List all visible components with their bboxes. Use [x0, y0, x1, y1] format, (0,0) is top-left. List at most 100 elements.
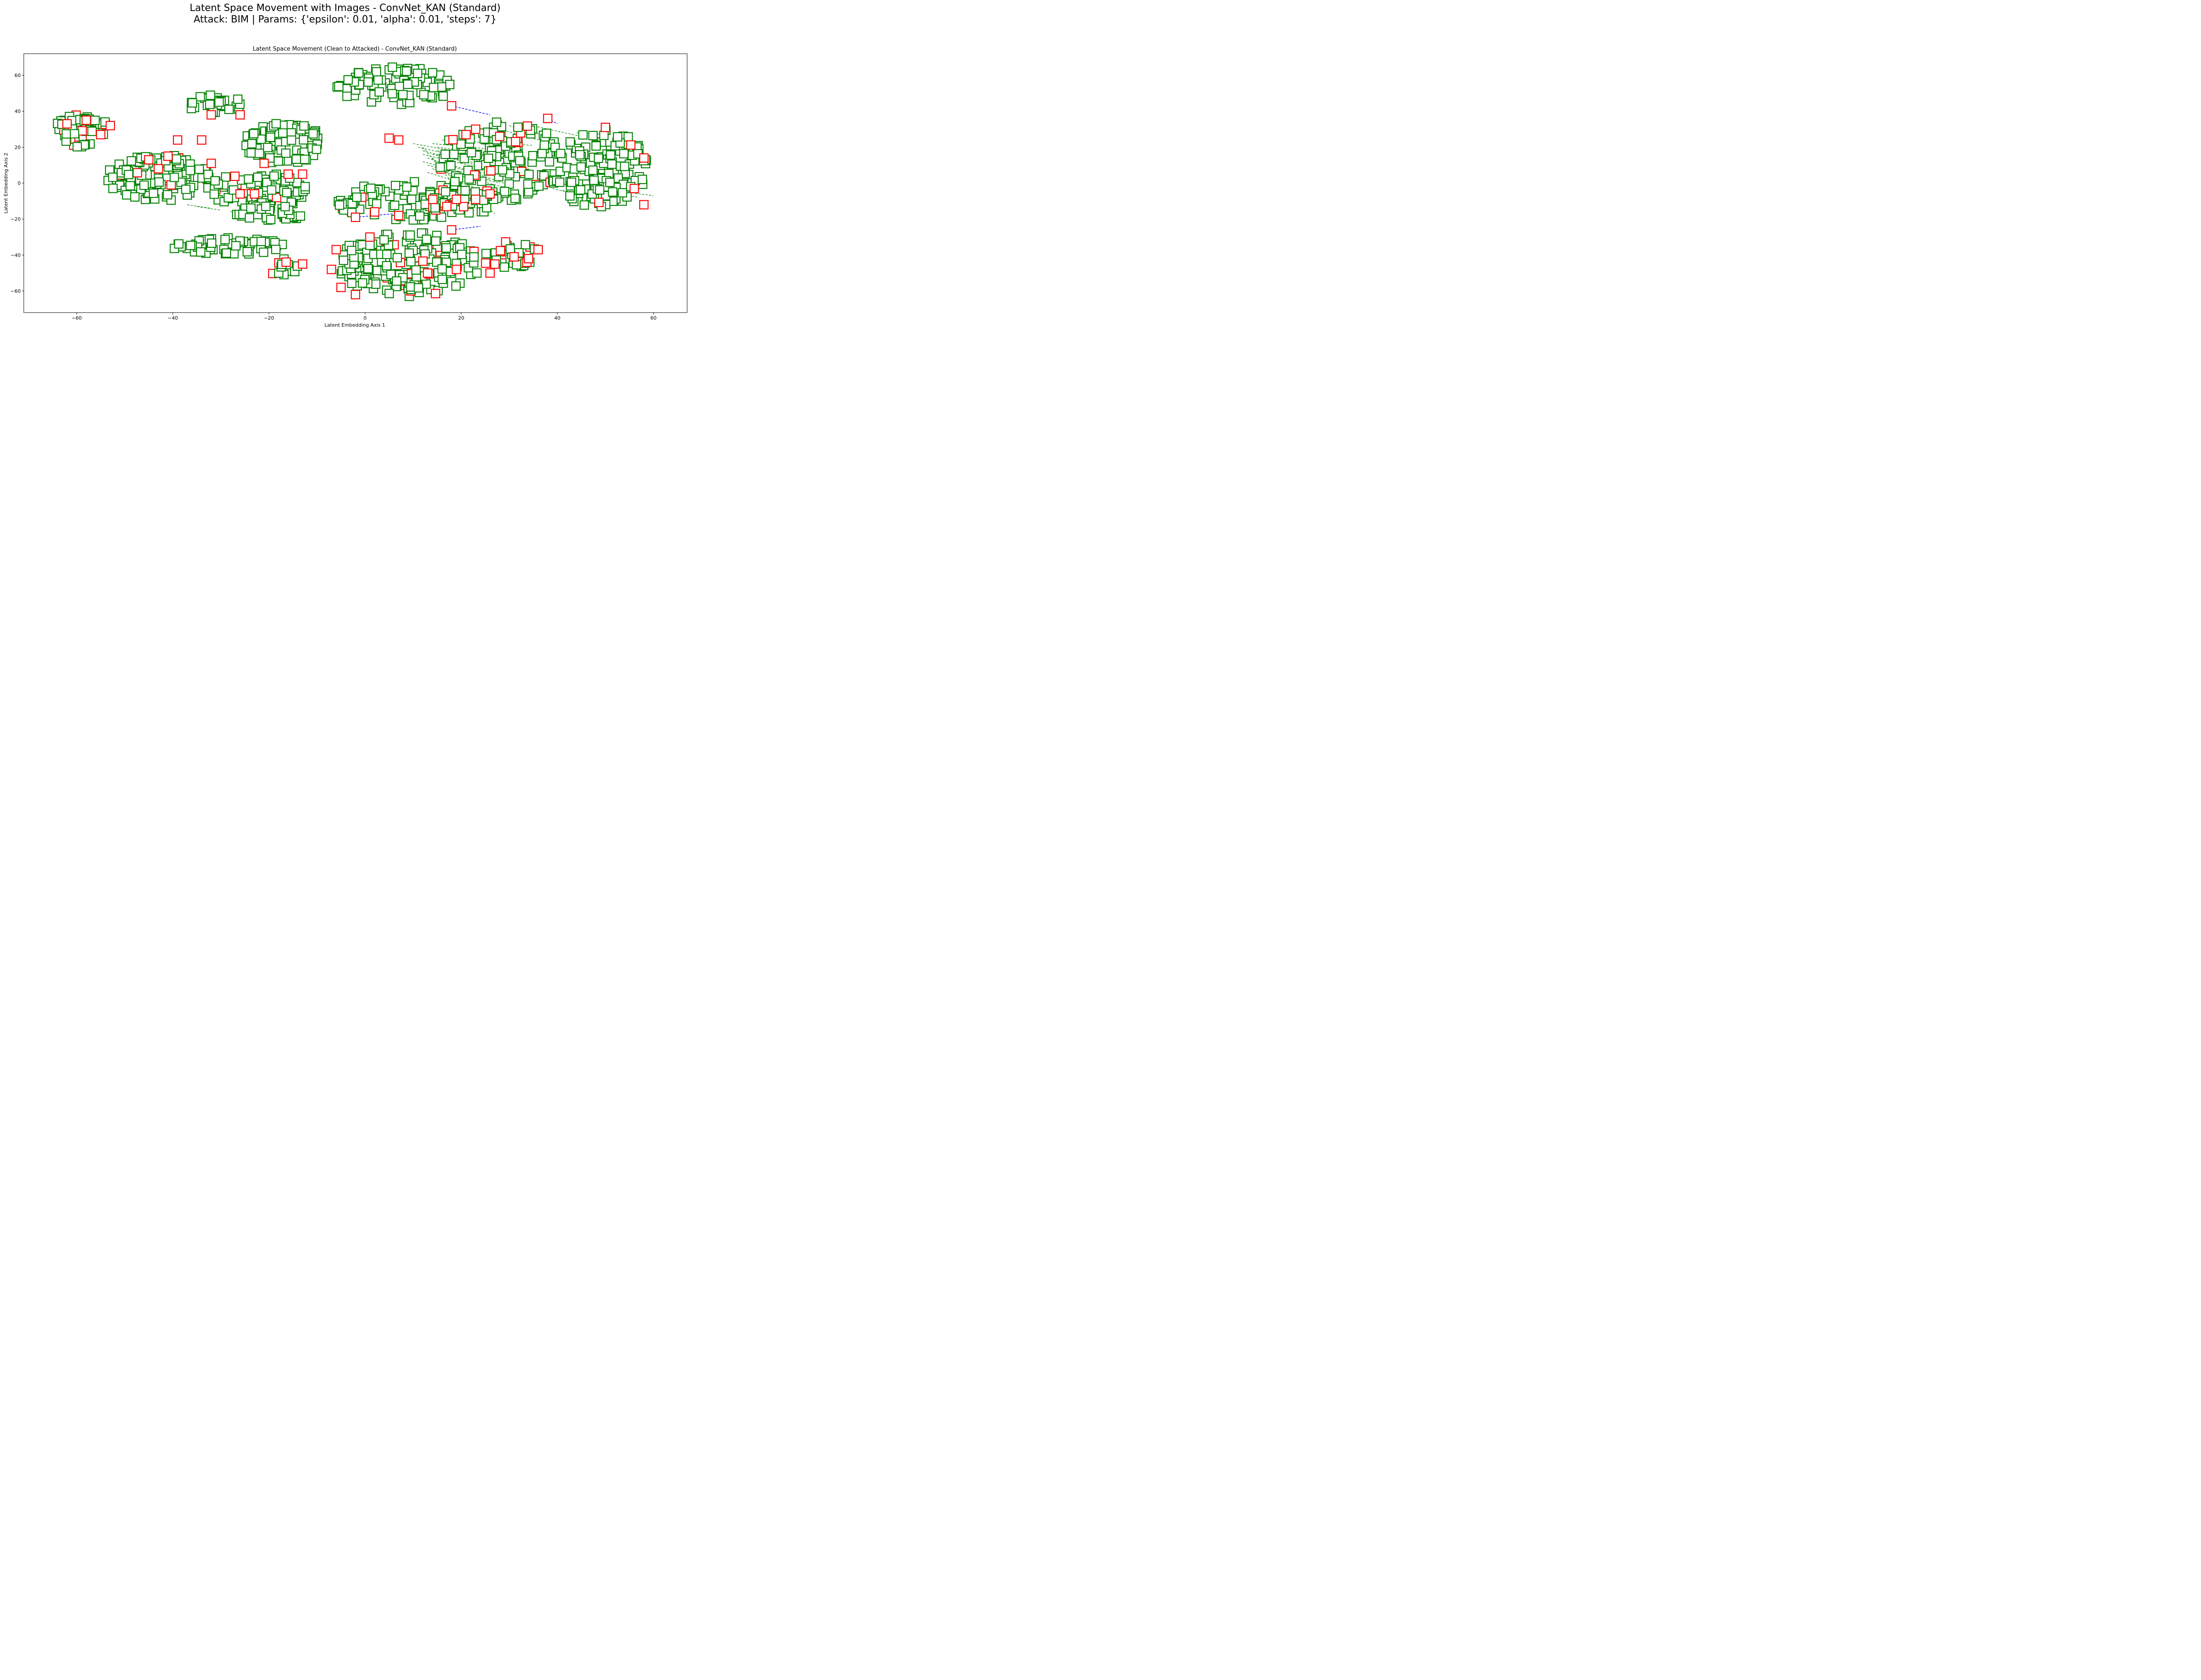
x-tick-label: −40: [168, 315, 178, 321]
image-marker: [334, 81, 344, 92]
image-marker: [414, 283, 423, 293]
image-marker: [390, 200, 400, 210]
misclassified-image-marker: [327, 265, 336, 274]
image-marker: [420, 199, 430, 209]
image-marker: [445, 80, 455, 89]
image-marker: [539, 140, 549, 150]
image-marker: [373, 75, 383, 85]
image-marker: [415, 211, 425, 221]
image-marker: [500, 187, 509, 196]
image-marker: [589, 175, 599, 185]
image-marker: [185, 166, 195, 175]
misclassified-image-marker: [485, 189, 495, 199]
image-marker: [90, 115, 100, 125]
misclassified-image-marker: [485, 268, 495, 278]
image-marker: [62, 129, 71, 139]
image-marker: [214, 97, 224, 107]
image-marker: [556, 149, 566, 158]
image-marker: [342, 92, 352, 101]
image-marker: [520, 240, 530, 250]
image-marker: [595, 185, 604, 195]
image-marker: [122, 190, 132, 200]
image-marker: [243, 247, 252, 257]
movement-line: [523, 123, 582, 137]
misclassified-image-marker: [524, 254, 534, 264]
image-marker: [372, 265, 382, 276]
image-marker: [441, 187, 450, 197]
misclassified-image-marker: [509, 252, 519, 262]
image-marker: [124, 169, 133, 180]
image-marker: [205, 99, 215, 109]
image-marker: [387, 62, 397, 72]
image-marker: [298, 135, 309, 145]
image-marker: [262, 178, 272, 188]
x-axis-label: Latent Embedding Axis 1: [324, 322, 385, 328]
misclassified-image-marker: [173, 135, 183, 145]
image-marker: [154, 177, 164, 187]
y-axis-label: Latent Embedding Axis 2: [3, 153, 9, 214]
image-marker: [246, 203, 256, 213]
image-marker: [406, 282, 416, 292]
y-tick-label: 40: [15, 109, 21, 114]
image-marker: [579, 200, 589, 210]
image-marker: [427, 68, 438, 77]
x-tick-label: 0: [364, 315, 367, 321]
misclassified-image-marker: [394, 135, 404, 145]
image-marker: [402, 182, 412, 192]
x-axis: −60 −40 −20 0 20 40 60: [72, 313, 657, 321]
image-marker: [231, 241, 241, 251]
misclassified-image-marker: [197, 135, 206, 145]
y-tick-label: −40: [11, 252, 21, 258]
image-marker: [287, 135, 296, 145]
image-marker: [72, 142, 82, 151]
misclassified-image-marker: [230, 171, 240, 181]
image-marker: [172, 154, 181, 164]
misclassified-image-marker: [639, 200, 649, 210]
image-marker: [221, 248, 231, 258]
misclassified-image-marker: [486, 166, 496, 176]
misclassified-image-marker: [459, 202, 468, 212]
image-marker: [591, 141, 601, 151]
image-marker: [224, 104, 234, 114]
image-marker: [537, 149, 547, 158]
image-marker: [419, 90, 429, 99]
misclassified-image-marker: [105, 121, 115, 130]
movement-line: [422, 147, 471, 205]
image-marker: [278, 128, 288, 138]
misclassified-image-marker: [481, 258, 490, 268]
image-marker: [437, 212, 446, 222]
misclassified-image-marker: [447, 101, 456, 111]
image-marker: [174, 239, 184, 249]
image-marker: [524, 169, 534, 179]
y-axis: −60 −40 −20 0 20 40 60: [11, 73, 24, 294]
misclassified-image-marker: [350, 212, 361, 222]
misclassified-image-marker: [206, 110, 216, 120]
misclassified-image-marker: [452, 265, 461, 274]
image-marker: [354, 68, 364, 78]
image-marker: [280, 202, 290, 211]
image-marker: [372, 67, 381, 77]
image-marker: [413, 69, 423, 78]
misclassified-image-marker: [431, 289, 441, 298]
image-marker: [130, 192, 140, 202]
x-tick-label: 60: [651, 315, 657, 321]
image-marker: [545, 157, 554, 167]
image-marker: [261, 202, 271, 211]
image-marker: [224, 193, 233, 203]
image-marker: [194, 164, 204, 174]
scatter-chart: Latent Space Movement (Clean to Attacked…: [3, 46, 688, 328]
misclassified-image-marker: [365, 232, 375, 242]
image-marker: [379, 235, 389, 245]
image-marker: [371, 279, 381, 289]
image-marker: [499, 262, 509, 272]
image-marker: [271, 244, 281, 254]
image-marker: [578, 130, 588, 140]
image-marker: [267, 185, 276, 195]
image-marker: [481, 249, 491, 258]
y-tick-label: −20: [11, 217, 21, 222]
misclassified-image-marker: [452, 195, 461, 204]
image-marker: [299, 121, 309, 131]
image-marker: [599, 130, 609, 140]
image-marker: [440, 149, 450, 159]
image-marker: [398, 90, 408, 99]
